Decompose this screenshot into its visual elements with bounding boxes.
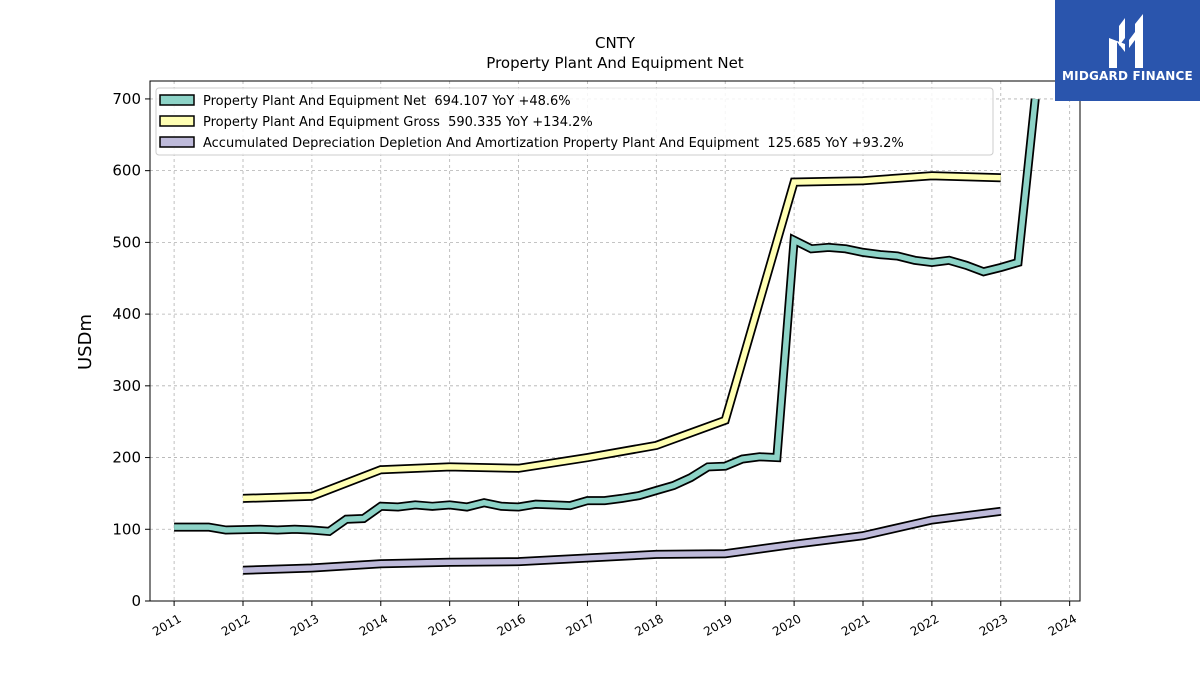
y-tick-label: 700	[112, 90, 141, 108]
x-tick-label: 2023	[977, 611, 1010, 638]
x-tick-label: 2012	[219, 611, 252, 638]
y-tick-label: 300	[112, 377, 141, 395]
brand-name: MIDGARD FINANCE	[1062, 69, 1193, 83]
series-line-fill	[174, 98, 1038, 535]
x-tick-label: 2013	[288, 611, 321, 638]
series-line	[242, 171, 1001, 503]
y-tick-label: 200	[112, 449, 141, 467]
x-tick-label: 2020	[770, 611, 803, 638]
legend-label: Accumulated Depreciation Depletion And A…	[203, 136, 904, 151]
x-tick-label: 2019	[701, 611, 734, 638]
y-axis-label: USDm	[75, 314, 96, 370]
y-tick-label: 500	[112, 233, 141, 251]
x-tick-label: 2017	[563, 611, 596, 638]
legend-label: Property Plant And Equipment Gross 590.3…	[203, 115, 593, 130]
series-layer	[174, 98, 1040, 575]
legend-swatch	[159, 115, 195, 127]
series-line	[174, 98, 1040, 537]
y-tick-label: 600	[112, 162, 141, 180]
x-tick-label: 2011	[150, 611, 183, 638]
grid	[150, 81, 1080, 602]
legend-swatch	[159, 136, 195, 148]
x-tick-label: 2021	[839, 611, 872, 638]
x-tick-label: 2018	[632, 611, 665, 638]
legend-label: Property Plant And Equipment Net 694.107…	[203, 94, 571, 109]
y-tick-label: 0	[131, 592, 141, 610]
series-line-fill	[242, 508, 1002, 573]
y-tick-label: 100	[112, 520, 141, 538]
brand-logo: MIDGARD FINANCE	[1055, 0, 1200, 101]
y-tick-label: 400	[112, 305, 141, 323]
x-tick-label: 2022	[908, 611, 941, 638]
series-line-outline	[174, 98, 1040, 537]
plot-area-frame	[149, 80, 1081, 602]
x-tick-label: 2024	[1046, 611, 1079, 638]
series-line-fill	[242, 172, 1001, 502]
legend-swatch	[159, 94, 195, 106]
legend: Property Plant And Equipment Net 694.107…	[155, 87, 994, 156]
series-line	[242, 506, 1002, 575]
legend-box	[155, 87, 994, 156]
chart-title: CNTY	[595, 34, 636, 52]
chart-subtitle: Property Plant And Equipment Net	[486, 54, 743, 72]
x-tick-label: 2016	[495, 611, 528, 638]
midgard-logo-icon	[1109, 14, 1143, 68]
x-tick-label: 2014	[357, 611, 390, 638]
x-tick-label: 2015	[426, 611, 459, 638]
